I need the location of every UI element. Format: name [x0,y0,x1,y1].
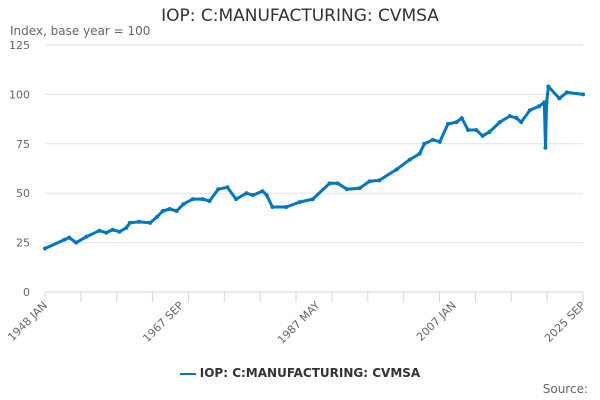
data-point [544,100,549,105]
data-point [497,120,502,125]
y-tick-label: 100 [9,88,30,101]
y-axis-label: Index, base year = 100 [10,24,151,38]
data-point [394,167,399,172]
data-point [137,219,142,224]
data-point [250,193,255,198]
data-point [260,189,265,194]
data-point [270,205,275,210]
data-point [127,220,132,225]
data-point [527,108,532,113]
data-point [110,227,115,232]
data-point [480,133,485,138]
data-point [564,90,569,95]
data-point [284,205,289,210]
data-point [377,178,382,183]
data-point [104,230,109,235]
data-point [407,157,412,162]
data-point [327,181,332,186]
data-point [335,181,340,186]
data-point [234,197,239,202]
data-point [310,197,315,202]
data-point [297,200,302,205]
data-point [67,235,72,240]
data-point [225,185,230,190]
data-point [474,127,479,132]
data-point [581,92,585,97]
data-point [454,120,459,125]
series-line [44,85,584,250]
data-point [62,237,67,242]
x-tick-label: 1967 SEP [140,299,186,345]
data-point [124,225,129,230]
data-point [200,197,205,202]
x-tick-label: 2007 JAN [414,299,459,344]
data-point [216,187,221,192]
y-tick-label: 125 [9,39,30,52]
y-tick-label: 0 [23,286,30,299]
data-point [97,228,102,233]
data-point [546,84,551,89]
data-point [84,234,89,239]
data-point [117,229,122,234]
data-point [557,96,562,101]
data-point [466,127,471,132]
y-tick-label: 50 [16,187,30,200]
data-point [43,246,47,251]
legend-swatch [179,372,196,375]
data-point [543,145,548,150]
data-point [507,114,512,119]
data-point [357,186,362,191]
x-tick-label: 1987 MAY [275,299,323,347]
data-point [207,199,212,204]
data-point [154,214,159,219]
data-point [519,120,524,125]
data-point [487,129,492,134]
source-label: Source: [542,382,588,396]
data-point [437,139,442,144]
data-point [459,116,464,121]
legend-label: IOP: C:MANUFACTURING: CVMSA [199,366,421,380]
data-point [148,220,153,225]
data-point [244,191,249,196]
chart-title: IOP: C:MANUFACTURING: CVMSA [161,6,439,26]
data-point [344,187,349,192]
data-point [537,104,542,109]
data-point [514,116,519,121]
data-point [174,208,179,213]
data-point [422,141,427,146]
x-tick-label: 2025 SEP [542,299,588,345]
data-point [74,240,79,245]
data-point [167,207,172,212]
x-tick-label: 1948 JAN [5,299,50,344]
y-tick-label: 25 [16,237,30,250]
data-point [160,208,165,213]
data-point [367,179,372,184]
data-point [445,122,450,127]
legend-item[interactable]: IOP: C:MANUFACTURING: CVMSA [0,366,600,380]
data-point [430,137,435,142]
data-point [190,197,195,202]
data-point [264,193,269,198]
data-point [417,151,422,156]
y-tick-label: 75 [16,138,30,151]
data-point [181,202,186,207]
